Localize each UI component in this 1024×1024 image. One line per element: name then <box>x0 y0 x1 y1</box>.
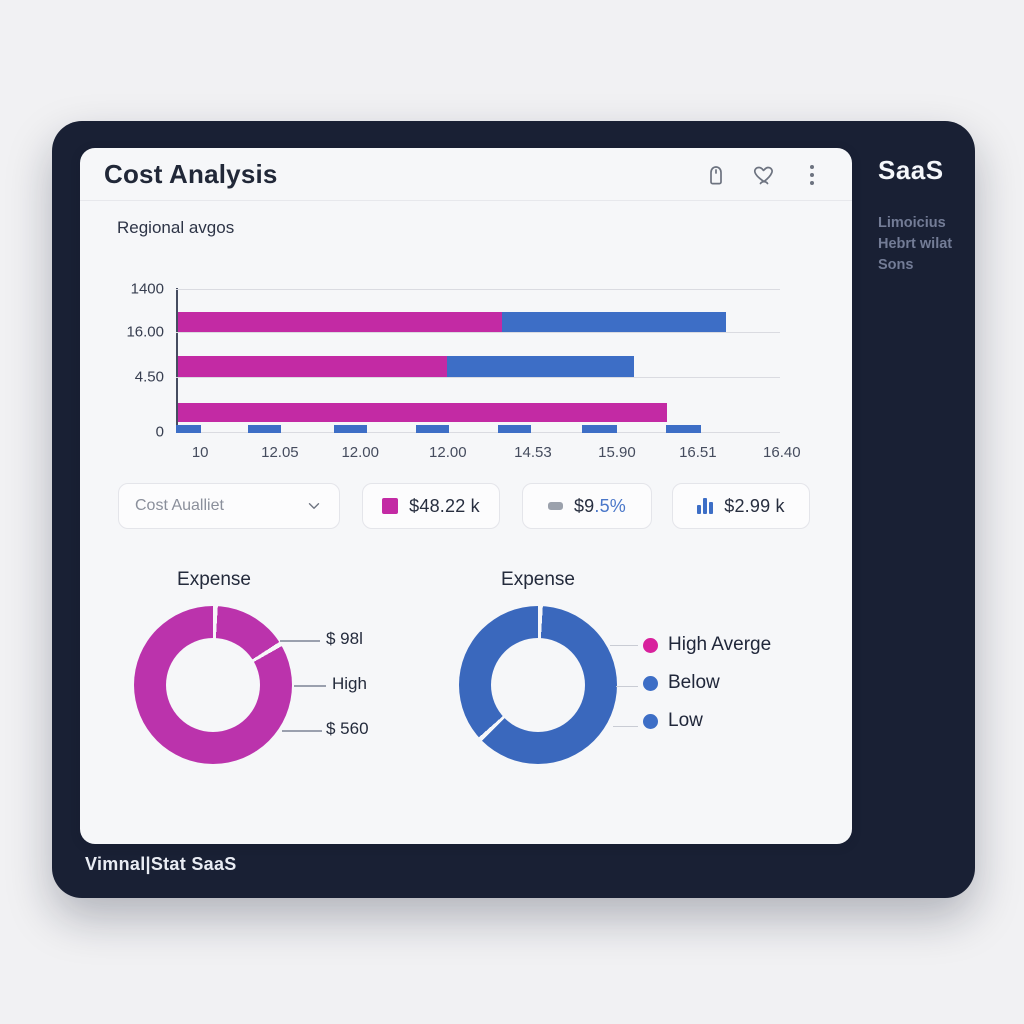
baseline-dash <box>497 425 532 433</box>
x-tick-label: 12.00 <box>341 444 379 461</box>
y-tick-label: 4.50 <box>134 368 164 386</box>
stat-card-amount[interactable]: $2.99 k <box>672 483 810 529</box>
x-tick-label: 16.40 <box>763 444 801 461</box>
legend-item[interactable]: High Averge <box>643 634 771 656</box>
x-tick-label: 12.00 <box>429 444 467 461</box>
donut-title-left: Expense <box>177 569 251 590</box>
legend-leader-line <box>610 645 638 646</box>
bar-segment-primary <box>178 312 502 332</box>
donut-callout-label: $ 560 <box>326 719 369 738</box>
donut-callout-label: $ 98l <box>326 629 363 648</box>
x-tick-label: 15.90 <box>598 444 636 461</box>
callout-line <box>294 685 326 687</box>
bar-plot-area[interactable] <box>176 287 780 433</box>
legend-label: High Averge <box>668 634 772 655</box>
stat-value: $9.5% <box>573 495 627 516</box>
y-tick-label: 0 <box>155 423 164 441</box>
dashboard-card: Cost Analysis Re <box>80 148 852 844</box>
bar-segment-primary <box>178 403 668 422</box>
x-axis-labels: 10 12.05 12.00 12.00 14.53 15.90 16.51 16.40 <box>176 444 801 464</box>
x-tick-label: 14.53 <box>514 444 552 461</box>
expense-donut-blue[interactable] <box>459 606 617 764</box>
callout-line <box>280 640 320 642</box>
bar-segment-secondary <box>446 356 634 377</box>
donut-callout-label: High <box>332 674 367 693</box>
card-header: Cost Analysis <box>80 148 852 201</box>
bar-chart-icon <box>697 498 714 514</box>
legend-label: Below <box>668 672 720 693</box>
kebab-menu-icon[interactable] <box>798 161 826 189</box>
y-axis-line <box>176 288 178 433</box>
legend-leader-line <box>616 686 638 687</box>
baseline-dash <box>665 425 701 433</box>
legend-dot-icon <box>643 637 658 653</box>
gridline <box>176 432 780 433</box>
legend-leader-line <box>613 726 638 727</box>
cost-filter-dropdown[interactable]: Cost Aualliet <box>118 483 340 529</box>
chart-subtitle: Regional avgos <box>117 218 235 237</box>
sidebar-note: Hebrt wilat <box>878 236 953 252</box>
legend-label: Low <box>668 710 703 731</box>
baseline-dash <box>334 425 368 433</box>
sidebar-note: Sons <box>878 257 914 273</box>
legend-item[interactable]: Low <box>643 710 771 732</box>
x-tick-label: 12.05 <box>261 444 299 461</box>
gridline <box>176 332 780 333</box>
sidebar-note: Limoicius <box>878 215 946 231</box>
page-title: Cost Analysis <box>104 159 278 189</box>
gray-pill-icon <box>547 502 563 510</box>
sidebar-notes: Limoicius Hebrt wilat Sons <box>878 215 952 273</box>
donut-legend: High Averge Below Low <box>643 634 771 732</box>
donut-title-right: Expense <box>501 569 575 590</box>
y-tick-label: 1400 <box>130 280 164 298</box>
bell-icon[interactable] <box>702 161 730 189</box>
stat-value: $2.99 k <box>724 495 785 516</box>
legend-item[interactable]: Below <box>643 672 771 694</box>
stat-card-total[interactable]: $48.22 k <box>362 483 500 529</box>
brand-logo: SaaS <box>878 155 944 185</box>
y-tick-label: 16.00 <box>126 323 164 341</box>
x-tick-label: 10 <box>191 444 209 461</box>
bar-segment-secondary <box>501 312 726 332</box>
stacked-bar[interactable] <box>178 356 782 377</box>
stacked-bar[interactable] <box>178 403 782 422</box>
baseline-dash <box>247 425 282 433</box>
gridline <box>176 289 780 290</box>
baseline-dash <box>176 425 201 433</box>
baseline-dash <box>415 425 449 433</box>
x-tick-label: 16.51 <box>679 444 717 461</box>
baseline-dash <box>581 425 617 433</box>
stat-value: $48.22 k <box>409 495 480 516</box>
callout-line <box>282 730 322 732</box>
app-frame: SaaS Limoicius Hebrt wilat Sons Vimnal|S… <box>52 121 975 898</box>
magenta-square-icon <box>382 498 399 514</box>
gridline <box>176 377 780 378</box>
chevron-down-icon <box>308 503 320 509</box>
stacked-bar[interactable] <box>178 312 782 332</box>
dropdown-label: Cost Aualliet <box>135 497 224 514</box>
legend-dot-icon <box>643 675 658 691</box>
header-actions <box>702 161 826 189</box>
heart-icon[interactable] <box>750 161 778 189</box>
stat-card-percent[interactable]: $9.5% <box>522 483 652 529</box>
regional-bar-chart: 1400 16.00 4.50 0 10 12.05 12.00 12.00 14.53 15.… <box>80 276 852 468</box>
bar-segment-primary <box>178 356 447 377</box>
footer-brand: Vimnal|Stat SaaS <box>85 854 237 874</box>
legend-dot-icon <box>643 713 658 729</box>
expense-donut-magenta[interactable] <box>134 606 292 764</box>
